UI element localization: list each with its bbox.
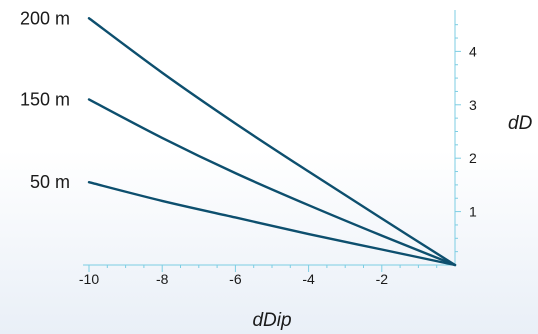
y-tick-label: 4 xyxy=(469,43,477,59)
tick-marks xyxy=(88,24,461,272)
y-tick-label: 3 xyxy=(469,97,477,113)
x-tick-label: -6 xyxy=(229,271,242,287)
axes xyxy=(83,10,456,266)
tick-labels: -10 -8 -6 -4 -2 1 2 3 4 xyxy=(79,43,477,287)
x-tick-label: -4 xyxy=(302,271,315,287)
y-axis-title: dD xyxy=(508,113,533,134)
x-tick-label: -2 xyxy=(376,271,389,287)
series-line-150-m xyxy=(87,98,457,267)
series-labels: 200 m 150 m 50 m xyxy=(20,8,70,192)
series-label-200-m: 200 m xyxy=(20,8,70,28)
series-label-50-m: 50 m xyxy=(30,172,70,192)
series-lines xyxy=(87,17,457,267)
series-label-150-m: 150 m xyxy=(20,89,70,109)
series-line-200-m xyxy=(87,17,457,267)
x-tick-label: -8 xyxy=(156,271,169,287)
y-tick-label: 2 xyxy=(469,150,477,166)
x-axis-title: dDip xyxy=(252,310,291,331)
series-line-50-m xyxy=(87,181,457,267)
y-tick-label: 1 xyxy=(469,204,477,220)
x-tick-label: -10 xyxy=(79,271,99,287)
